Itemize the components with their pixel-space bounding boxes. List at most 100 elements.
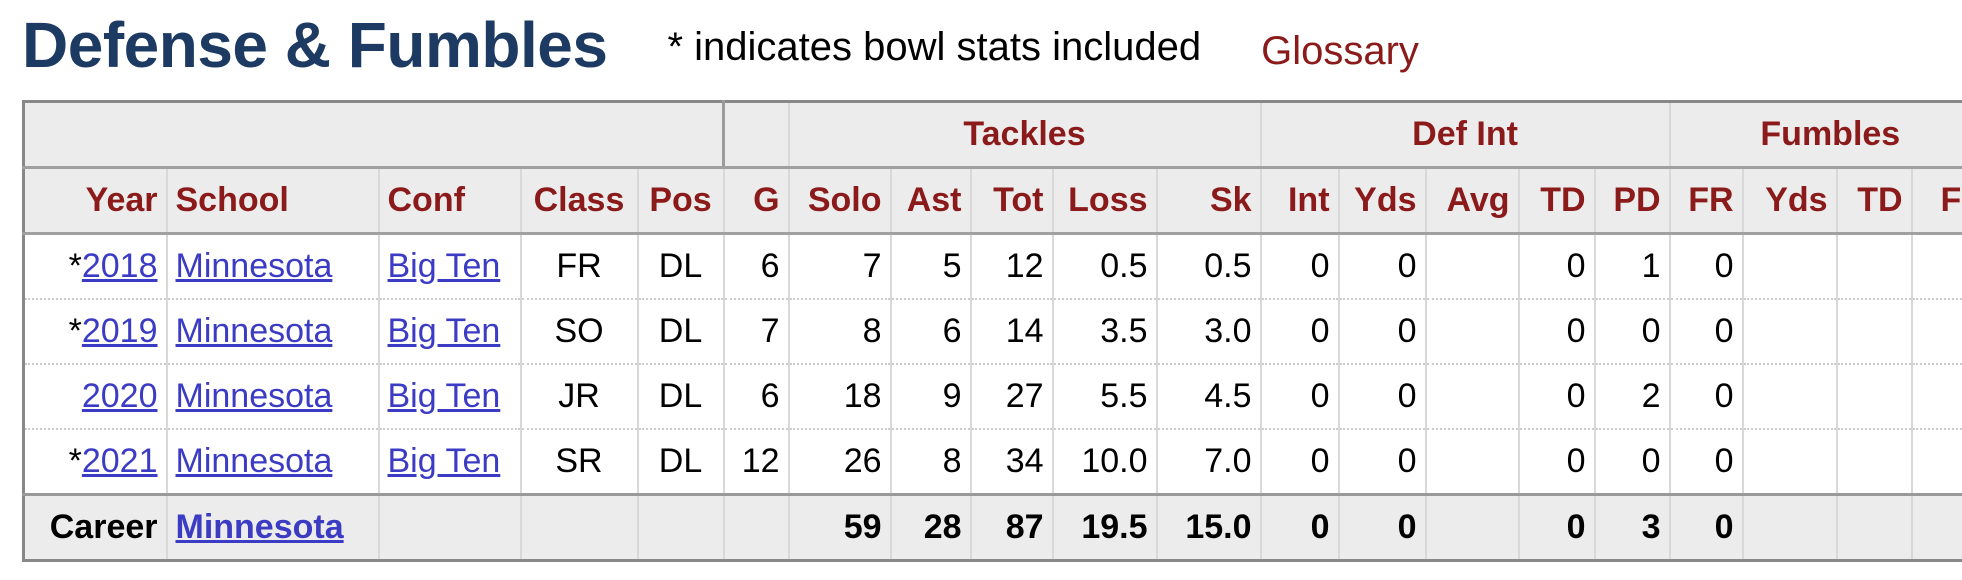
- class-cell: SR: [519, 429, 639, 496]
- col-header-sk[interactable]: Sk: [1155, 167, 1262, 235]
- year-link[interactable]: 2020: [81, 377, 158, 415]
- school-link[interactable]: Minnesota: [175, 247, 333, 285]
- col-header-school[interactable]: School: [165, 167, 380, 235]
- pos-cell: DL: [636, 429, 725, 496]
- section-header: Defense & Fumbles * indicates bowl stats…: [22, 0, 1419, 90]
- ast-cell: 5: [889, 233, 972, 300]
- col-header-loss[interactable]: Loss: [1051, 167, 1158, 235]
- col-header-pd[interactable]: PD: [1593, 167, 1671, 235]
- int-cell: 0: [1259, 493, 1340, 561]
- conf-link[interactable]: Big Ten: [387, 312, 501, 350]
- sk-cell: 7.0: [1155, 429, 1262, 496]
- group-header-fumbles: Fumbles: [1668, 101, 1962, 169]
- year-link[interactable]: 2019: [81, 312, 158, 350]
- pos-cell: DL: [636, 364, 725, 430]
- glossary-link[interactable]: Glossary: [1261, 28, 1419, 73]
- avg-cell: [1424, 429, 1520, 496]
- school-link[interactable]: Minnesota: [175, 377, 333, 415]
- g-cell: 6: [722, 364, 790, 430]
- class-cell: SO: [519, 299, 639, 365]
- ff-cell: 3: [1910, 493, 1962, 561]
- int-cell: 0: [1259, 233, 1340, 300]
- school-link[interactable]: Minnesota: [175, 312, 333, 350]
- bowl-marker: *: [68, 442, 82, 480]
- ast-cell: 8: [889, 429, 972, 496]
- fr-cell: 0: [1668, 233, 1744, 300]
- solo-cell: 7: [787, 233, 892, 300]
- pd-cell: 2: [1593, 364, 1671, 430]
- fum-td-cell: [1835, 299, 1913, 365]
- group-header-row: Tackles Def Int Fumbles: [22, 101, 1962, 169]
- col-header-pos[interactable]: Pos: [636, 167, 725, 235]
- school-cell: Minnesota: [165, 429, 380, 496]
- pos-cell: [636, 493, 725, 561]
- school-cell: Minnesota: [165, 233, 380, 300]
- avg-cell: [1424, 299, 1520, 365]
- group-header-def-int: Def Int: [1259, 101, 1671, 169]
- loss-cell: 19.5: [1051, 493, 1158, 561]
- solo-cell: 26: [787, 429, 892, 496]
- col-header-fum-yds[interactable]: Yds: [1741, 167, 1838, 235]
- col-header-int[interactable]: Int: [1259, 167, 1340, 235]
- loss-cell: 10.0: [1051, 429, 1158, 496]
- col-header-year[interactable]: Year: [22, 167, 168, 235]
- col-header-int-td[interactable]: TD: [1517, 167, 1596, 235]
- col-header-conf[interactable]: Conf: [377, 167, 522, 235]
- year-cell: *2019: [22, 299, 168, 365]
- col-header-class[interactable]: Class: [519, 167, 639, 235]
- col-header-tot[interactable]: Tot: [969, 167, 1054, 235]
- int-yds-cell: 0: [1337, 364, 1427, 430]
- career-label: Career: [22, 493, 168, 561]
- column-header-row: Year School Conf Class Pos G Solo Ast To…: [22, 167, 1962, 235]
- school-link[interactable]: Minnesota: [175, 508, 344, 546]
- fum-yds-cell: [1741, 493, 1838, 561]
- fum-yds-cell: [1741, 299, 1838, 365]
- int-cell: 0: [1259, 364, 1340, 430]
- conf-cell: Big Ten: [377, 429, 522, 496]
- int-cell: 0: [1259, 299, 1340, 365]
- sk-cell: 0.5: [1155, 233, 1262, 300]
- conf-link[interactable]: Big Ten: [387, 377, 501, 415]
- int-td-cell: 0: [1517, 429, 1596, 496]
- table-row: *2021 Minnesota Big Ten SR DL 12 26 8 34…: [22, 429, 1962, 496]
- sk-cell: 15.0: [1155, 493, 1262, 561]
- fr-cell: 0: [1668, 493, 1744, 561]
- pd-cell: 0: [1593, 429, 1671, 496]
- tot-cell: 87: [969, 493, 1054, 561]
- col-header-int-yds[interactable]: Yds: [1337, 167, 1427, 235]
- loss-cell: 5.5: [1051, 364, 1158, 430]
- solo-cell: 59: [787, 493, 892, 561]
- tot-cell: 12: [969, 233, 1054, 300]
- col-header-g[interactable]: G: [722, 167, 790, 235]
- col-header-ff[interactable]: FF: [1910, 167, 1962, 235]
- conf-link[interactable]: Big Ten: [387, 247, 501, 285]
- fum-yds-cell: [1741, 364, 1838, 430]
- col-header-ast[interactable]: Ast: [889, 167, 972, 235]
- ff-cell: 0: [1910, 233, 1962, 300]
- int-td-cell: 0: [1517, 493, 1596, 561]
- conf-link[interactable]: Big Ten: [387, 442, 501, 480]
- col-header-fum-td[interactable]: TD: [1835, 167, 1913, 235]
- col-header-avg[interactable]: Avg: [1424, 167, 1520, 235]
- ast-cell: 9: [889, 364, 972, 430]
- tot-cell: 14: [969, 299, 1054, 365]
- school-link[interactable]: Minnesota: [175, 442, 333, 480]
- g-cell: [722, 493, 790, 561]
- pd-cell: 3: [1593, 493, 1671, 561]
- int-yds-cell: 0: [1337, 493, 1427, 561]
- year-link[interactable]: 2018: [81, 247, 158, 285]
- tot-cell: 34: [969, 429, 1054, 496]
- school-cell: Minnesota: [165, 299, 380, 365]
- fr-cell: 0: [1668, 299, 1744, 365]
- career-totals-row: Career Minnesota 59 28 87 19.5 15.0 0 0 …: [22, 493, 1962, 561]
- ast-cell: 6: [889, 299, 972, 365]
- year-cell: *2021: [22, 429, 168, 496]
- solo-cell: 18: [787, 364, 892, 430]
- year-cell: 2020: [22, 364, 168, 430]
- col-header-solo[interactable]: Solo: [787, 167, 892, 235]
- int-yds-cell: 0: [1337, 429, 1427, 496]
- col-header-fr[interactable]: FR: [1668, 167, 1744, 235]
- year-cell: *2018: [22, 233, 168, 300]
- year-link[interactable]: 2021: [81, 442, 158, 480]
- ff-cell: 2: [1910, 364, 1962, 430]
